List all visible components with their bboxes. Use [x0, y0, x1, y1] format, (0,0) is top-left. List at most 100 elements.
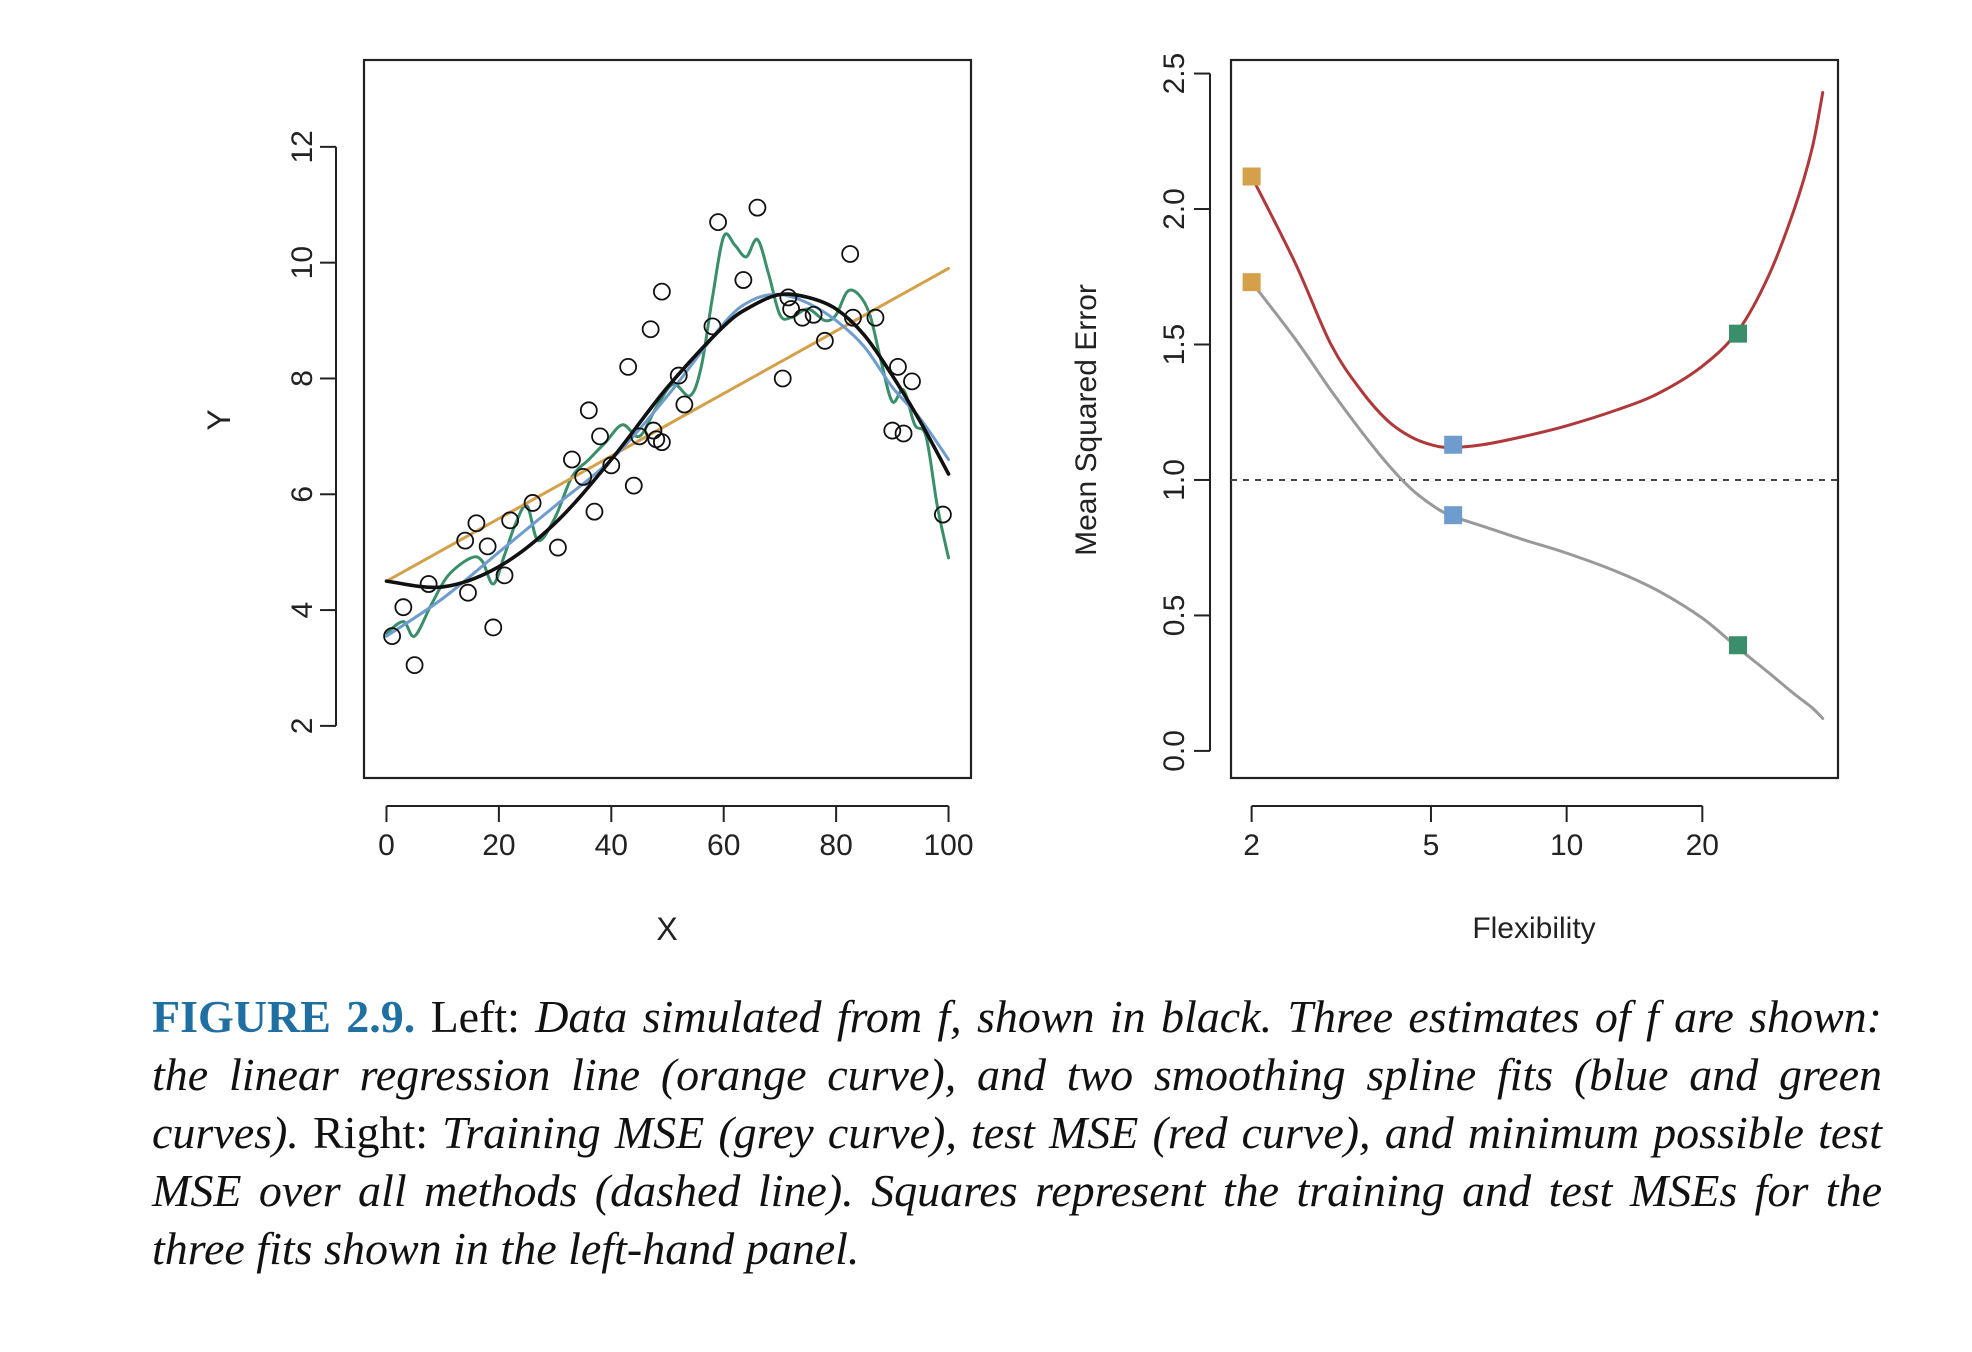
caption-left-text: Data simulated from f, shown in black. T…	[152, 991, 1882, 1158]
data-point	[467, 514, 486, 533]
data-point	[652, 282, 671, 301]
data-point	[815, 331, 834, 350]
data-point	[641, 320, 660, 339]
data-point	[709, 213, 727, 232]
data-point	[501, 511, 520, 530]
data-point	[585, 502, 604, 521]
data-point	[644, 421, 663, 440]
data-point	[459, 583, 477, 602]
right-y-tick-label: 2.5	[1158, 53, 1191, 95]
smooth-spline-blue-curve	[384, 292, 951, 638]
left-plot-frame	[362, 58, 973, 780]
data-point	[844, 308, 862, 327]
data-point	[383, 627, 402, 646]
right-y-tick-label: 1.5	[1158, 324, 1191, 366]
left-y-axis: 2 4 6 8 10 12	[286, 130, 337, 735]
right-y-tick-label: 0.5	[1158, 595, 1191, 637]
data-point	[624, 476, 643, 495]
right-plot-area	[1231, 91, 1838, 720]
left-y-tick-label: 6	[286, 486, 319, 503]
data-point	[933, 505, 952, 524]
left-x-axis: 0 20 40 60 80 100	[378, 805, 974, 862]
left-plot-content	[383, 198, 952, 674]
data-point	[883, 421, 902, 440]
left-y-tick-label: 8	[286, 370, 319, 387]
caption-right-text: Training MSE (grey curve), test MSE (red…	[152, 1107, 1882, 1274]
mse-square-marker	[1444, 506, 1463, 525]
left-x-tick-label: 40	[595, 829, 628, 862]
caption-left-prefix: Left:	[415, 991, 536, 1042]
right-x-axis-label: Flexibility	[1472, 912, 1595, 945]
data-point	[734, 271, 753, 289]
data-point	[748, 198, 767, 217]
data-point	[804, 305, 823, 324]
data-point	[866, 308, 885, 327]
data-point	[419, 575, 438, 593]
data-point	[669, 366, 688, 385]
right-panel: 2 5 10 20 0.0 0.5 1.0 1.5 2.0 2.5 Flexibility Me…	[1070, 53, 1840, 945]
mse-square-marker	[1444, 435, 1463, 454]
right-x-tick-label: 5	[1423, 829, 1440, 862]
mse-square-marker	[1729, 636, 1748, 655]
data-point	[675, 395, 694, 414]
training-mse-curve	[1250, 280, 1825, 720]
data-point	[574, 468, 593, 486]
data-point	[456, 531, 475, 550]
mse-square-marker	[1242, 167, 1261, 186]
left-x-tick-label: 60	[707, 829, 740, 862]
true-function-curve	[384, 292, 951, 590]
right-x-tick-label: 20	[1686, 829, 1719, 862]
data-point	[591, 427, 609, 446]
data-point	[703, 317, 722, 336]
figure-caption: FIGURE 2.9. Left: Data simulated from f,…	[152, 988, 1882, 1278]
right-y-axis-label: Mean Squared Error	[1070, 284, 1103, 556]
data-point	[779, 288, 798, 307]
caption-right-prefix: Right:	[298, 1107, 443, 1158]
left-y-tick-label: 12	[286, 130, 319, 163]
data-point	[495, 566, 514, 585]
data-point	[903, 372, 921, 391]
left-y-tick-label: 4	[286, 602, 319, 619]
left-x-tick-label: 80	[819, 829, 852, 862]
left-panel: 0 20 40 60 80 100 2 4 6 8 10 12 X Y	[201, 58, 974, 947]
data-point	[549, 538, 567, 557]
left-x-axis-label: X	[656, 911, 677, 947]
smooth-spline-green-curve	[384, 232, 951, 638]
left-plot-area	[383, 198, 952, 674]
data-point	[619, 357, 638, 376]
right-x-tick-label: 10	[1550, 829, 1583, 862]
right-y-axis: 0.0 0.5 1.0 1.5 2.0 2.5	[1158, 53, 1211, 772]
data-point	[773, 369, 792, 388]
data-point	[394, 598, 413, 617]
figure-label: FIGURE 2.9.	[152, 991, 416, 1042]
left-y-tick-label: 10	[286, 246, 319, 279]
right-x-tick-label: 2	[1243, 829, 1260, 862]
data-point	[602, 456, 621, 475]
right-y-tick-label: 0.0	[1158, 730, 1191, 772]
data-point	[523, 494, 542, 512]
test-mse-curve	[1250, 91, 1825, 449]
data-point	[652, 433, 671, 452]
left-x-tick-label: 100	[923, 829, 973, 862]
left-y-tick-label: 2	[286, 718, 319, 735]
data-point	[579, 401, 598, 420]
left-x-tick-label: 20	[482, 829, 515, 862]
mse-square-marker	[1729, 324, 1748, 343]
left-y-axis-label: Y	[201, 409, 237, 430]
data-point	[478, 537, 497, 556]
mse-square-marker	[1242, 273, 1261, 292]
right-plot-frame	[1229, 58, 1840, 780]
left-x-tick-label: 0	[378, 829, 395, 862]
right-y-tick-label: 1.0	[1158, 459, 1191, 501]
linear-regression-line	[384, 266, 951, 583]
data-point	[405, 656, 424, 674]
data-point	[782, 300, 801, 318]
data-point	[894, 424, 913, 443]
data-point	[889, 357, 907, 376]
data-point	[484, 618, 503, 637]
data-point	[563, 450, 581, 469]
data-point	[841, 245, 860, 263]
right-y-tick-label: 2.0	[1158, 188, 1191, 230]
data-point	[793, 308, 812, 327]
